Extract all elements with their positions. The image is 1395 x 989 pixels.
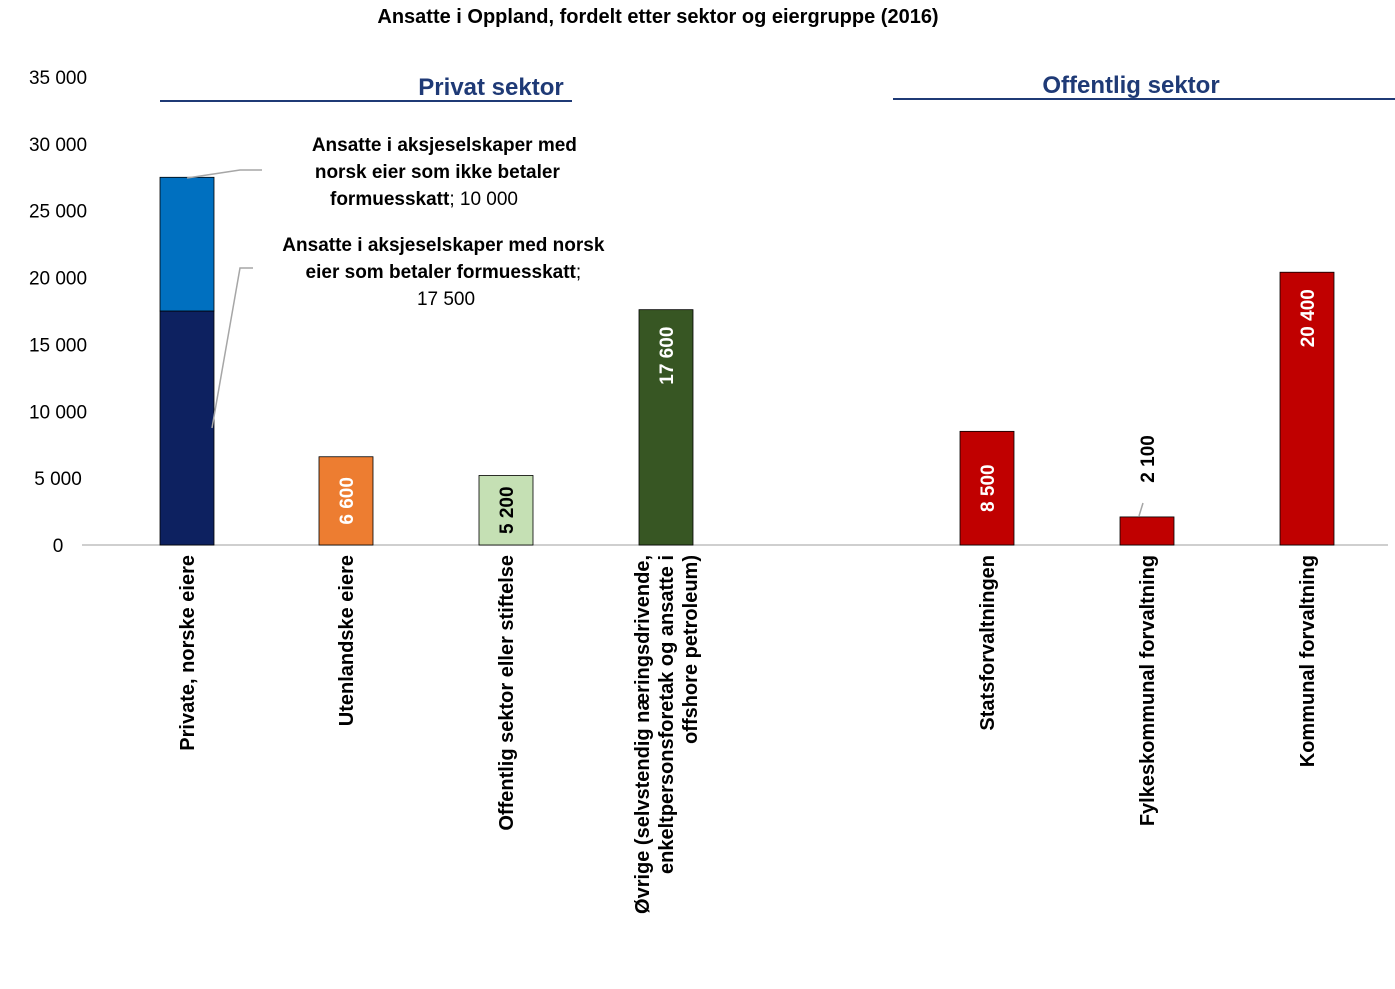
private-sector-label: Privat sektor	[418, 74, 563, 101]
bar	[638, 309, 694, 546]
category-label: Kommunal forvaltning	[1297, 555, 1319, 767]
annotation-upper-line: norsk eier som ikke betaler	[315, 162, 561, 183]
bar	[959, 430, 1015, 546]
y-tick-label: 25 000	[29, 202, 87, 223]
bar-data-label: 6 600	[337, 477, 358, 525]
bar	[1119, 516, 1175, 546]
bar	[159, 310, 215, 546]
y-tick-label: 5 000	[34, 469, 82, 490]
category-label: Øvrige (selvstendig næringsdrivende,	[632, 555, 654, 914]
bars	[159, 176, 1335, 546]
y-tick-label: 35 000	[29, 68, 87, 89]
y-tick-label: 15 000	[29, 335, 87, 356]
annotation-upper-line: formuesskatt	[330, 189, 450, 210]
annotation-lower-line: Ansatte i aksjeselskaper med norsk	[282, 235, 605, 256]
category-label: enkeltpersonsforetak og ansatte i	[656, 555, 678, 874]
bar	[1279, 271, 1335, 546]
annotation-lower-separator: ;	[576, 262, 581, 283]
y-axis: 0 5 000 10 000 15 000 20 000 25 000 30 000 35 0…	[29, 68, 87, 557]
category-label: Fylkeskommunal forvaltning	[1137, 555, 1159, 826]
annotation-lower: Ansatte i aksjeselskaper med norsk eier …	[282, 235, 609, 310]
chart-title: Ansatte i Oppland, fordelt etter sektor …	[377, 6, 938, 28]
public-sector-label: Offentlig sektor	[1042, 72, 1219, 99]
bar	[159, 176, 215, 312]
bar-data-label: 8 500	[978, 464, 999, 512]
bar	[478, 475, 534, 546]
y-tick-label: 20 000	[29, 269, 87, 290]
annotation-lower-second-line: eier som betaler formuesskatt;	[306, 262, 582, 283]
bar-data-label: 20 400	[1298, 289, 1319, 347]
bar-data-label: 2 100	[1138, 435, 1159, 483]
y-tick-label: 10 000	[29, 402, 87, 423]
category-label: offshore petroleum)	[680, 555, 702, 744]
label-leader-2100	[1138, 502, 1144, 517]
annotation-upper: Ansatte i aksjeselskaper med norsk eier …	[312, 135, 582, 210]
category-label: Offentlig sektor eller stiftelse	[496, 555, 518, 831]
annotation-leader-upper	[186, 169, 262, 179]
bar-labels: 6 600 5 200 17 600 8 500 2 100 20 400	[337, 289, 1319, 534]
y-tick-label: 30 000	[29, 135, 87, 156]
bar-data-label: 17 600	[657, 327, 678, 385]
y-tick-label: 0	[53, 536, 64, 557]
category-label: Private, norske eiere	[177, 555, 199, 751]
category-label: Utenlandske eiere	[336, 555, 358, 726]
bar	[318, 456, 374, 546]
annotation-lower-value: 17 500	[417, 289, 475, 310]
annotation-upper-line: Ansatte i aksjeselskaper med	[312, 135, 577, 156]
annotation-lower-line: eier som betaler formuesskatt	[306, 262, 577, 283]
annotation-leader-lower	[211, 267, 253, 429]
annotation-upper-last-line: formuesskatt; 10 000	[330, 189, 518, 210]
annotation-upper-value: ; 10 000	[449, 189, 518, 210]
category-labels: Private, norske eiere Utenlandske eiere Of…	[177, 555, 1319, 914]
category-label: Statsforvaltningen	[977, 555, 999, 731]
bar-data-label: 5 200	[497, 486, 518, 534]
